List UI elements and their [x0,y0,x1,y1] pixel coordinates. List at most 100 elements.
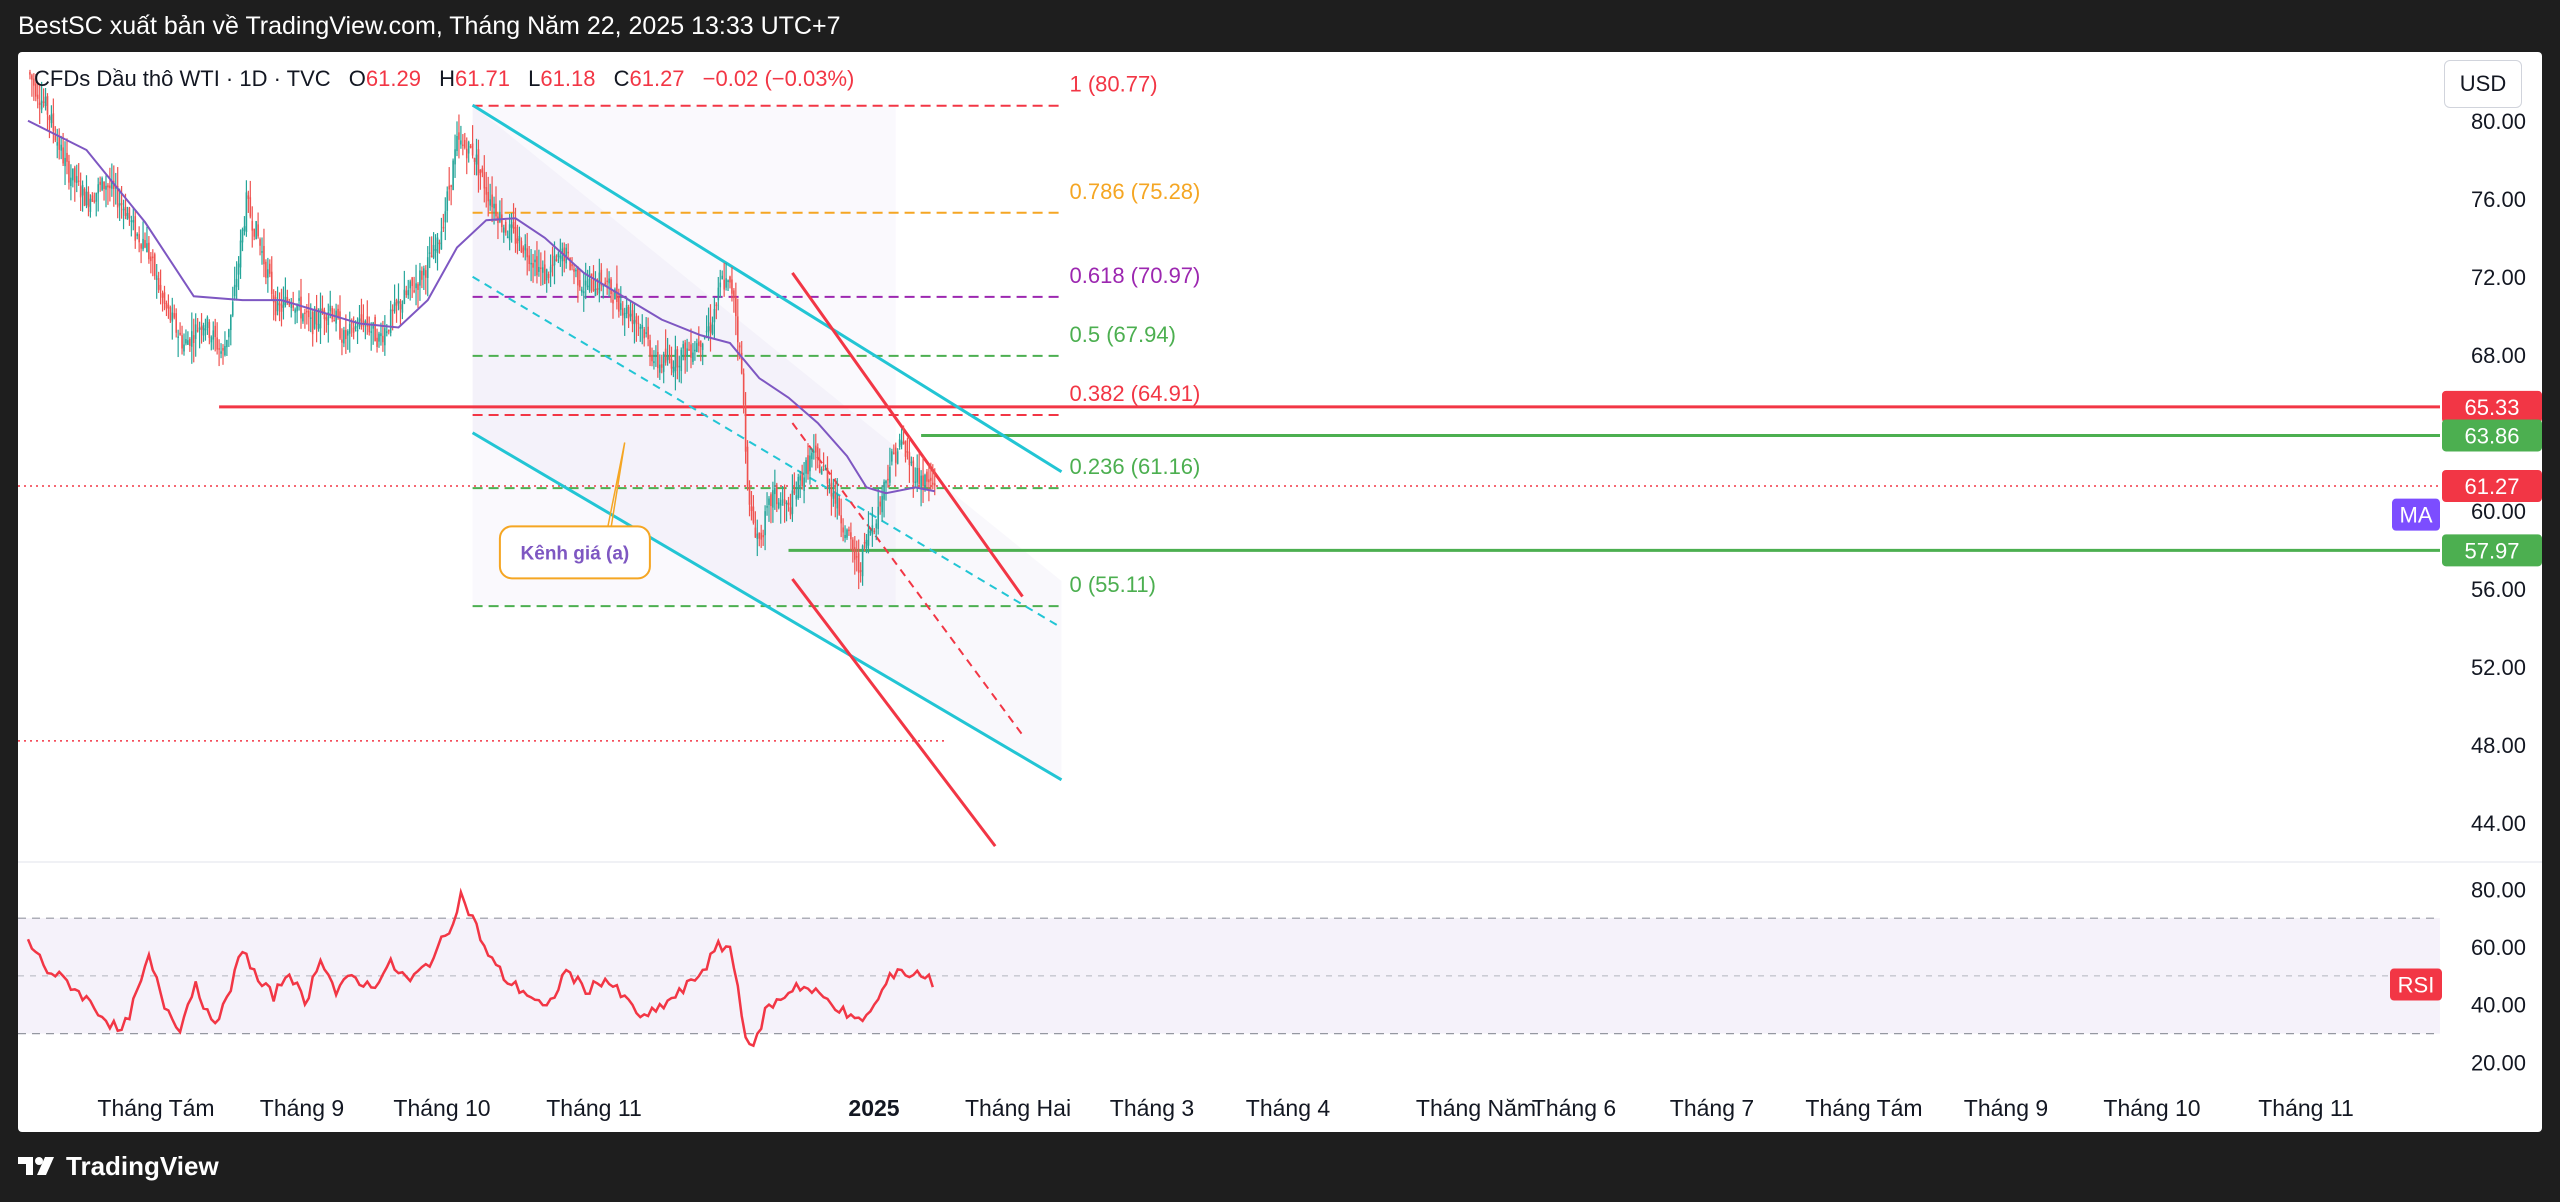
candle-body [38,102,41,106]
candle-body [56,142,59,146]
candle-body [815,445,817,453]
candle-body [834,494,837,504]
candle-body [157,278,160,290]
candle-body [368,325,371,333]
candle-body [191,331,193,347]
candle-body [639,326,642,329]
candle-body [257,224,259,237]
candle-body [304,312,306,315]
candle-body [331,308,333,319]
candle-body [530,262,532,265]
candle-body [142,238,144,250]
candle-body [770,494,772,507]
price-tag-bg [2442,390,2542,423]
price-tag: 63.86 [2464,423,2519,448]
candle-body [315,307,318,325]
candle-body [421,270,423,280]
candle-body [148,242,150,260]
candle-body [551,264,554,267]
candle-body [524,243,527,251]
tradingview-brand: TradingView [66,1151,219,1181]
candle-body [107,185,109,188]
candle-body [635,316,638,323]
candle-body [733,290,735,298]
candle-body [366,316,369,327]
candle-body [292,305,294,308]
candle-body [261,251,263,253]
y-axis-tick: 44.00 [2471,811,2526,836]
candle-body [631,310,634,324]
candle-body [514,226,517,244]
chart-panel[interactable]: 1 (80.77) 0.786 (75.28) 0.618 (70.97) 0.5 (… [18,52,2542,1132]
candle-body [226,339,228,348]
tradingview-logo[interactable]: TradingView [18,1132,219,1200]
candle-body [711,324,714,334]
candle-body [824,468,827,471]
candle-body [58,136,60,150]
candle-body [50,114,53,124]
low-value: 61.18 [540,66,596,91]
candle-body [752,506,755,523]
candle-body [308,310,310,318]
candle-body [134,216,137,241]
candle-body [374,317,376,342]
candle-body [74,167,76,183]
candle-body [608,278,610,284]
candle-body [356,329,359,332]
candle-body [830,482,833,497]
candle-body [696,343,698,353]
price-tag: 57.97 [2464,538,2519,563]
x-axis-tick: Tháng Năm [1416,1095,1536,1121]
close-value: 61.27 [629,66,685,91]
candle-body [140,244,142,249]
candle-body [740,352,743,374]
ma-tag: MA [2400,503,2433,528]
candle-body [499,211,501,222]
candle-body [475,154,478,165]
candle-body [294,309,296,313]
candle-body [623,312,626,319]
candle-body [678,365,681,368]
candle-body [641,325,644,329]
candle-body [300,296,302,319]
candle-body [286,297,289,302]
candle-body [504,222,507,233]
candle-body [124,206,127,216]
price-chart[interactable]: 1 (80.77) 0.786 (75.28) 0.618 (70.97) 0.5 (… [18,52,2542,1132]
candle-body [267,269,269,278]
candle-body [508,224,511,241]
footer-bar: TradingView [0,1132,2560,1200]
candle-body [462,144,464,147]
candle-body [898,439,901,448]
candle-body [210,337,213,343]
x-axis-tick: Tháng Tám [1805,1095,1922,1121]
candle-body [538,266,540,272]
candle-body [723,279,725,290]
candle-body [111,180,113,189]
candle-body [547,273,550,279]
low-label: L [528,66,541,91]
x-axis-tick: Tháng 9 [260,1095,344,1121]
candle-body [298,298,300,301]
candle-body [169,307,172,321]
x-axis-tick: Tháng 10 [2103,1095,2200,1121]
candle-body [649,340,651,356]
candle-body [742,373,745,405]
candle-body [222,348,224,351]
candle-body [70,177,72,186]
candle-body [333,320,335,322]
candle-body [428,252,431,254]
candle-body [485,187,488,195]
candle-body [766,506,768,508]
candle-body [120,203,123,205]
currency-button[interactable]: USD [2444,60,2522,108]
candle-body [493,203,495,209]
candle-body [594,288,597,297]
candle-body [865,539,868,548]
candle-body [590,273,593,277]
candle-body [750,506,753,511]
candle-body [709,322,712,333]
symbol-title[interactable]: CFDs Dầu thô WTI · 1D · TVC [34,66,331,91]
candle-body [327,312,330,326]
candle-body [764,511,766,536]
